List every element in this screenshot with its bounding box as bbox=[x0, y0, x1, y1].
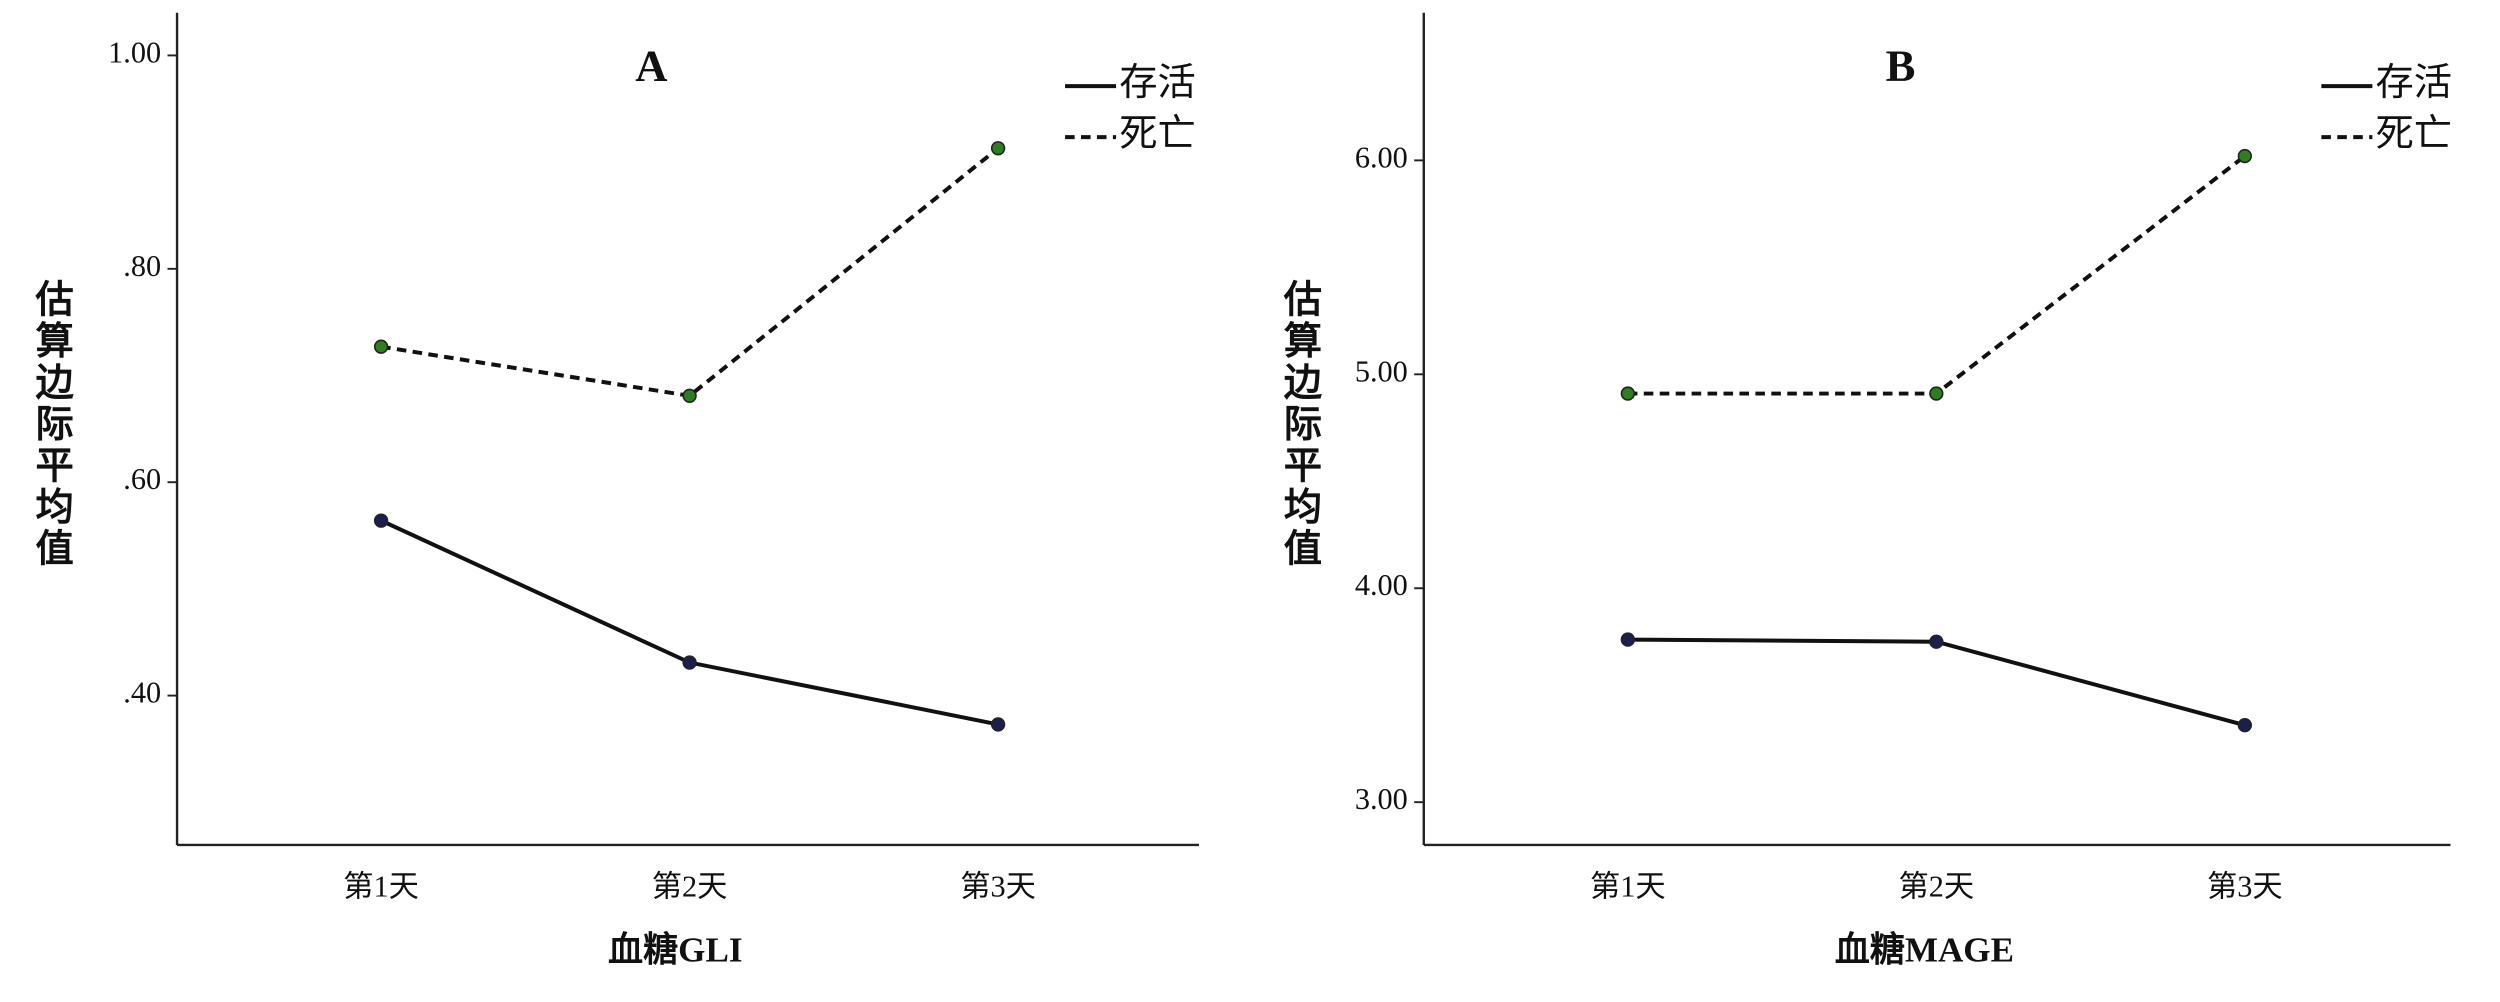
y-tick-label: 1.00 bbox=[108, 35, 161, 69]
chart-panel: 3.00 4.00 5.00 6.00 第1天 第2天 第3天 B 血糖MAGE 估算边际平均值 存… bbox=[1278, 12, 2453, 969]
data-point bbox=[373, 339, 389, 354]
y-axis-label: 估算边际平均值 bbox=[1278, 279, 1322, 569]
data-point bbox=[1620, 386, 1636, 401]
x-tick-label: 第2天 bbox=[1898, 870, 1974, 904]
legend-label: 死亡 bbox=[1119, 113, 1196, 155]
legend-label: 死亡 bbox=[2376, 113, 2453, 155]
data-point bbox=[682, 388, 697, 403]
data-point bbox=[1620, 632, 1636, 647]
y-axis-label: 估算边际平均值 bbox=[30, 279, 74, 569]
series-line bbox=[380, 518, 999, 727]
x-tick-label: 第1天 bbox=[343, 870, 419, 904]
legend-label: 存活 bbox=[1119, 62, 1196, 104]
x-tick-label: 第2天 bbox=[652, 870, 728, 904]
series-line bbox=[1627, 637, 2246, 728]
x-tick-label: 第3天 bbox=[960, 870, 1036, 904]
y-tick-label: 3.00 bbox=[1355, 782, 1408, 816]
y-tick-label: 6.00 bbox=[1355, 140, 1408, 174]
data-point bbox=[2237, 148, 2253, 164]
y-tick-label: 4.00 bbox=[1355, 568, 1408, 602]
y-tick-label: 5.00 bbox=[1355, 354, 1408, 388]
data-point bbox=[682, 655, 697, 670]
y-tick-label: .40 bbox=[123, 676, 161, 710]
series-line bbox=[1627, 154, 2247, 396]
y-tick-label: .60 bbox=[123, 462, 161, 496]
x-axis-label: 血糖GLI bbox=[608, 930, 742, 969]
data-point bbox=[990, 717, 1006, 732]
x-tick-label: 第1天 bbox=[1590, 870, 1666, 904]
data-point bbox=[990, 141, 1006, 156]
series-line bbox=[380, 146, 1000, 398]
data-point bbox=[373, 513, 389, 528]
chart-title: A bbox=[635, 40, 667, 90]
data-point bbox=[2237, 717, 2253, 733]
legend-label: 存活 bbox=[2376, 62, 2453, 104]
x-tick-label: 第3天 bbox=[2207, 870, 2283, 904]
data-point bbox=[1929, 386, 1944, 401]
chart-title: B bbox=[1886, 40, 1916, 90]
y-tick-label: .80 bbox=[123, 249, 161, 283]
data-point bbox=[1929, 634, 1944, 649]
x-axis-label: 血糖MAGE bbox=[1835, 930, 2014, 969]
